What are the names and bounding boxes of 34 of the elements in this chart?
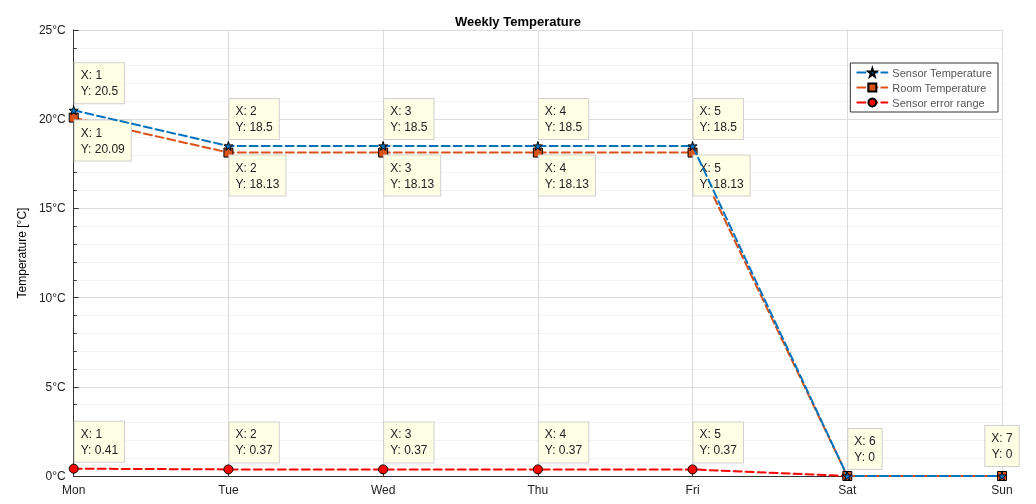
y-tick-label: 20°C bbox=[38, 112, 67, 127]
legend-label: Sensor Temperature bbox=[892, 66, 992, 79]
x-tick-label: Sat bbox=[838, 483, 857, 497]
data-label: X: 2 Y: 0.37 bbox=[235, 427, 274, 458]
x-tick-label: Sun bbox=[991, 483, 1013, 497]
x-tick-label: Wed bbox=[370, 483, 396, 497]
x-tick-label: Tue bbox=[218, 483, 239, 497]
data-label: X: 1 Y: 20.09 bbox=[80, 125, 126, 156]
data-label: X: 4 Y: 18.13 bbox=[544, 160, 590, 191]
data-label: X: 3 Y: 18.13 bbox=[390, 160, 435, 191]
y-tick-label: 10°C bbox=[38, 290, 67, 305]
data-label: X: 1 Y: 20.5 bbox=[80, 68, 119, 99]
data-label: X: 5 Y: 18.5 bbox=[699, 103, 738, 134]
y-tick-label: 5°C bbox=[45, 379, 67, 394]
data-label: X: 3 Y: 0.37 bbox=[390, 427, 428, 458]
data-label: X: 4 Y: 18.5 bbox=[544, 103, 583, 134]
y-tick-label: 0°C bbox=[45, 469, 67, 483]
x-tick-label: Thu bbox=[527, 483, 549, 497]
legend-label: Room Temperature bbox=[892, 81, 987, 94]
data-label: X: 6 Y: 0 bbox=[854, 434, 876, 464]
y-axis-title: Temperature [°C] bbox=[15, 207, 29, 299]
legend-label: Sensor error range bbox=[892, 96, 985, 109]
data-label: X: 2 Y: 18.13 bbox=[235, 160, 280, 191]
data-label: X: 2 Y: 18.5 bbox=[235, 103, 274, 134]
y-tick-label: 15°C bbox=[38, 201, 67, 216]
x-tick-label: Mon bbox=[62, 483, 86, 497]
data-label: X: 7 Y: 0 bbox=[991, 431, 1013, 461]
data-label: X: 3 Y: 18.5 bbox=[390, 103, 428, 134]
data-label: X: 5 Y: 0.37 bbox=[699, 427, 738, 458]
chart-title: Weekly Temperature bbox=[455, 14, 581, 29]
y-tick-label: 25°C bbox=[38, 23, 67, 37]
data-label: X: 4 Y: 0.37 bbox=[544, 427, 583, 458]
x-tick-label: Fri bbox=[685, 483, 700, 497]
data-label: X: 1 Y: 0.41 bbox=[80, 426, 119, 457]
